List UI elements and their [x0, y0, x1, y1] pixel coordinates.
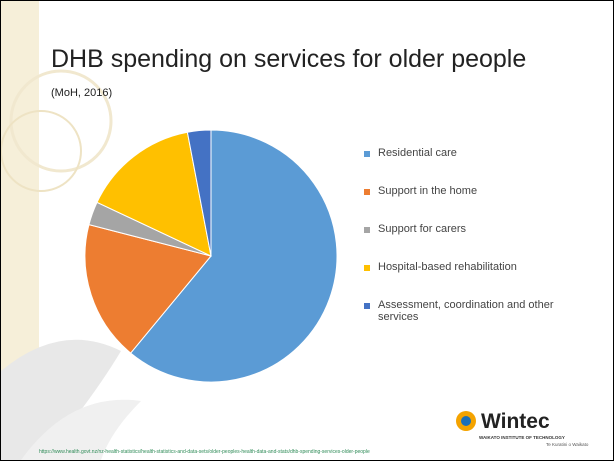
logo: Wintec [481, 410, 550, 433]
legend-item: Residential care [364, 147, 554, 185]
pie-slice [186, 129, 212, 257]
logo-text: Te Kuratini o Waikato [546, 442, 589, 447]
legend-label: Assessment, coordination and other servi… [378, 299, 554, 323]
legend-label: Residential care [378, 147, 457, 159]
title: DHB spending on services for older peopl… [51, 45, 527, 73]
logo-text: WAIKATO INSTITUTE OF TECHNOLOGY [479, 435, 565, 440]
logo-icon [461, 416, 471, 426]
pie-slice [129, 129, 338, 383]
legend-item: Hospital-based rehabilitation [364, 261, 554, 299]
legend-swatch [364, 227, 370, 233]
decor-circle [1, 110, 82, 192]
legend-swatch [364, 265, 370, 271]
legend-swatch [364, 189, 370, 195]
decor-ribbon [1, 339, 121, 460]
legend-item: Support for carers [364, 223, 554, 261]
legend-item: Support in the home [364, 185, 554, 223]
legend-swatch [364, 303, 370, 309]
legend-label: Hospital-based rehabilitation [378, 261, 517, 273]
legend: Residential care Support in the home Suppo… [364, 147, 554, 337]
source-url: https://www.health.govt.nz/nz-health-sta… [39, 449, 370, 455]
decor-ribbon [21, 399, 141, 460]
subtitle: (MoH, 2016) [51, 87, 113, 99]
legend-swatch [364, 151, 370, 157]
legend-label: Support for carers [378, 223, 467, 235]
pie-slice [84, 224, 212, 354]
decor-circle [9, 69, 113, 173]
legend-label: Support in the home [378, 185, 478, 197]
legend-item: Assessment, coordination and other servi… [364, 299, 554, 337]
pie-slice [96, 131, 212, 257]
